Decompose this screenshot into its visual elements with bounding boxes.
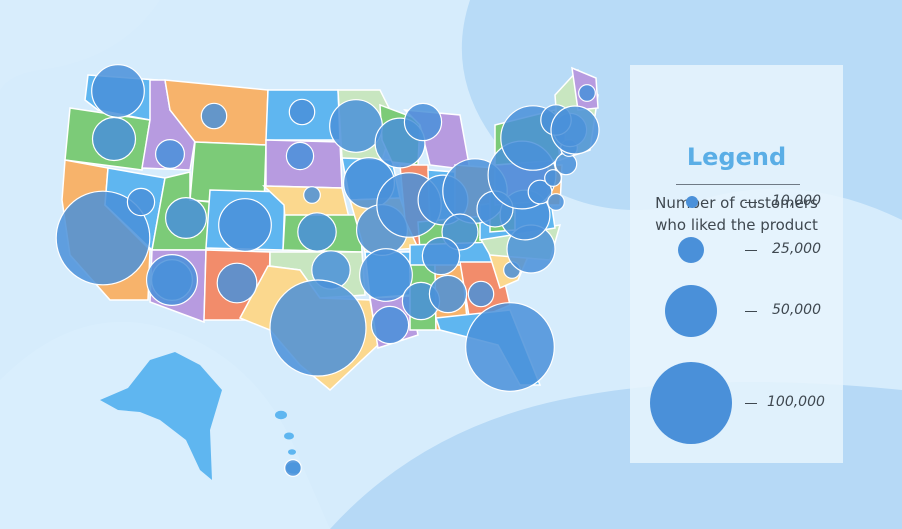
- legend-value: 100,000: [767, 394, 825, 410]
- bubble-new-jersey: [527, 179, 553, 205]
- bubble-georgia: [467, 280, 495, 308]
- legend-title: Legend: [686, 143, 787, 171]
- bubble-layer: [55, 64, 600, 477]
- bubble-new-mexico: [216, 262, 258, 304]
- bubble-connecticut: [554, 152, 578, 176]
- bubble-colorado: [218, 198, 272, 252]
- bubble-south-dakota: [285, 141, 315, 171]
- state-alaska: [100, 352, 222, 480]
- legend-dash: [745, 311, 757, 312]
- legend-dash: [745, 250, 757, 251]
- bubble-louisiana: [370, 305, 410, 345]
- legend-value: 50,000: [772, 302, 821, 318]
- legend-bubble: [665, 285, 717, 337]
- state-hawaii-island: [275, 410, 287, 420]
- legend-divider: [676, 184, 800, 185]
- bubble-maryland: [544, 169, 562, 187]
- bubble-montana: [200, 102, 228, 130]
- legend-panel: Legend Number of customers who liked the…: [630, 65, 843, 463]
- bubble-washington: [91, 64, 145, 118]
- legend-bubble: [686, 196, 698, 208]
- bubble-hawaii: [284, 459, 302, 477]
- bubble-texas: [269, 279, 367, 377]
- legend-value: 25,000: [772, 241, 821, 257]
- bubble-florida: [465, 302, 555, 392]
- bubble-oregon: [91, 116, 137, 162]
- bubble-kansas: [297, 212, 337, 252]
- bubble-nevada: [126, 187, 156, 217]
- state-hawaii-island: [284, 432, 294, 440]
- bubble-michigan: [403, 102, 443, 142]
- bubble-california: [55, 190, 151, 286]
- legend-dash: [745, 403, 757, 404]
- bubble-alabama: [428, 274, 468, 314]
- bubble-tennessee: [421, 236, 461, 276]
- bubble-minnesota: [329, 99, 383, 153]
- state-hawaii-island: [288, 449, 296, 455]
- legend-dash: [745, 202, 757, 203]
- bubble-maine: [578, 84, 596, 102]
- legend-value: 10,000: [772, 193, 821, 209]
- bubble-new-hampshire: [550, 105, 600, 155]
- legend-subtitle-line2: who liked the product: [655, 216, 818, 234]
- bubble-idaho: [155, 139, 186, 170]
- bubble-arkansas: [359, 248, 413, 302]
- legend-bubble: [650, 362, 732, 444]
- bubble-north-dakota: [288, 98, 316, 126]
- bubble-delaware: [547, 193, 565, 211]
- bubble-arizona: [146, 254, 199, 307]
- bubble-nebraska: [303, 186, 321, 204]
- legend-bubble: [678, 237, 704, 263]
- bubble-wyoming: [165, 197, 208, 240]
